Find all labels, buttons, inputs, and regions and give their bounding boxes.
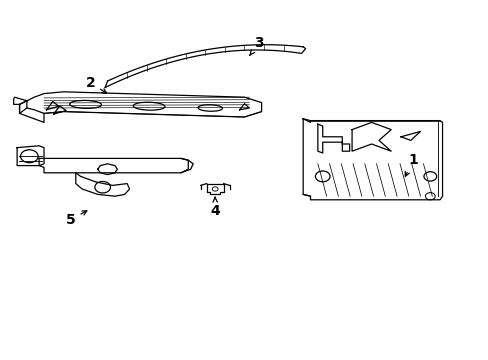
Text: 4: 4 bbox=[210, 197, 220, 217]
Text: 5: 5 bbox=[66, 211, 87, 226]
Text: 1: 1 bbox=[405, 153, 417, 176]
Text: 3: 3 bbox=[249, 36, 264, 55]
Text: 2: 2 bbox=[85, 76, 106, 93]
